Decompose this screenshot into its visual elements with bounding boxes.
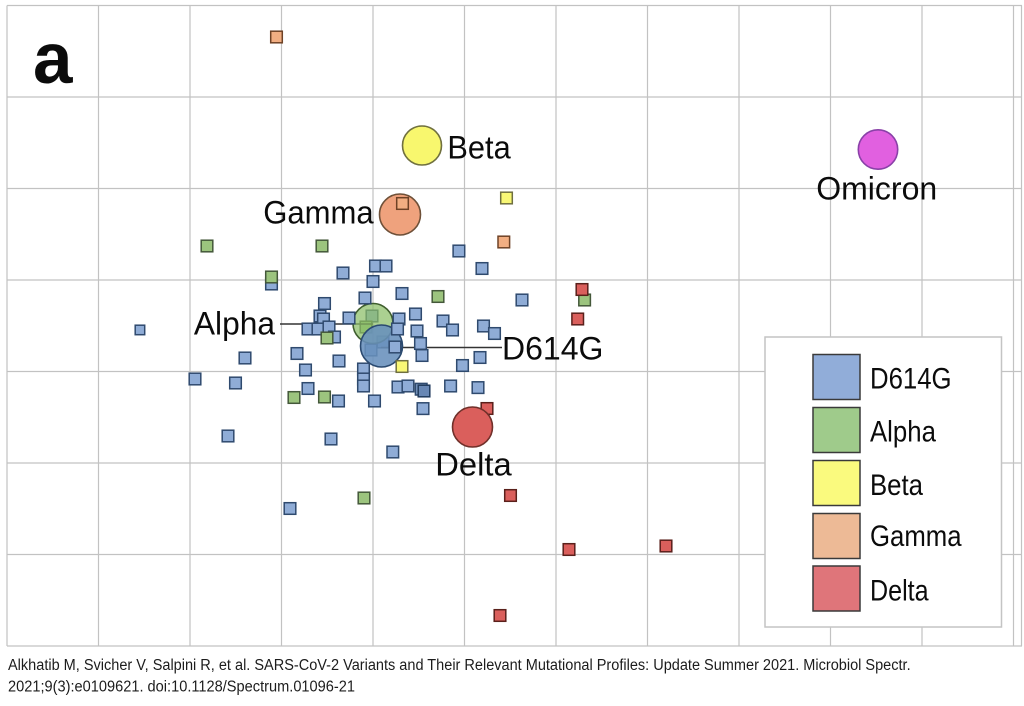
svg-text:D614G: D614G <box>502 330 603 366</box>
svg-text:a: a <box>33 20 73 99</box>
svg-text:D614G: D614G <box>870 363 952 396</box>
svg-text:Delta: Delta <box>870 575 929 608</box>
svg-text:2021;9(3):e0109621. doi:10.112: 2021;9(3):e0109621. doi:10.1128/Spectrum… <box>8 679 355 696</box>
svg-text:Gamma: Gamma <box>870 520 962 553</box>
svg-text:Delta: Delta <box>435 446 512 482</box>
svg-text:Alpha: Alpha <box>870 415 936 448</box>
svg-text:Beta: Beta <box>447 130 510 166</box>
svg-text:Omicron: Omicron <box>816 170 937 206</box>
svg-text:Alkhatib M, Svicher V, Salpini: Alkhatib M, Svicher V, Salpini R, et al.… <box>8 657 911 674</box>
svg-text:Beta: Beta <box>870 469 923 502</box>
svg-text:Gamma: Gamma <box>263 195 374 231</box>
svg-text:Alpha: Alpha <box>194 305 275 341</box>
